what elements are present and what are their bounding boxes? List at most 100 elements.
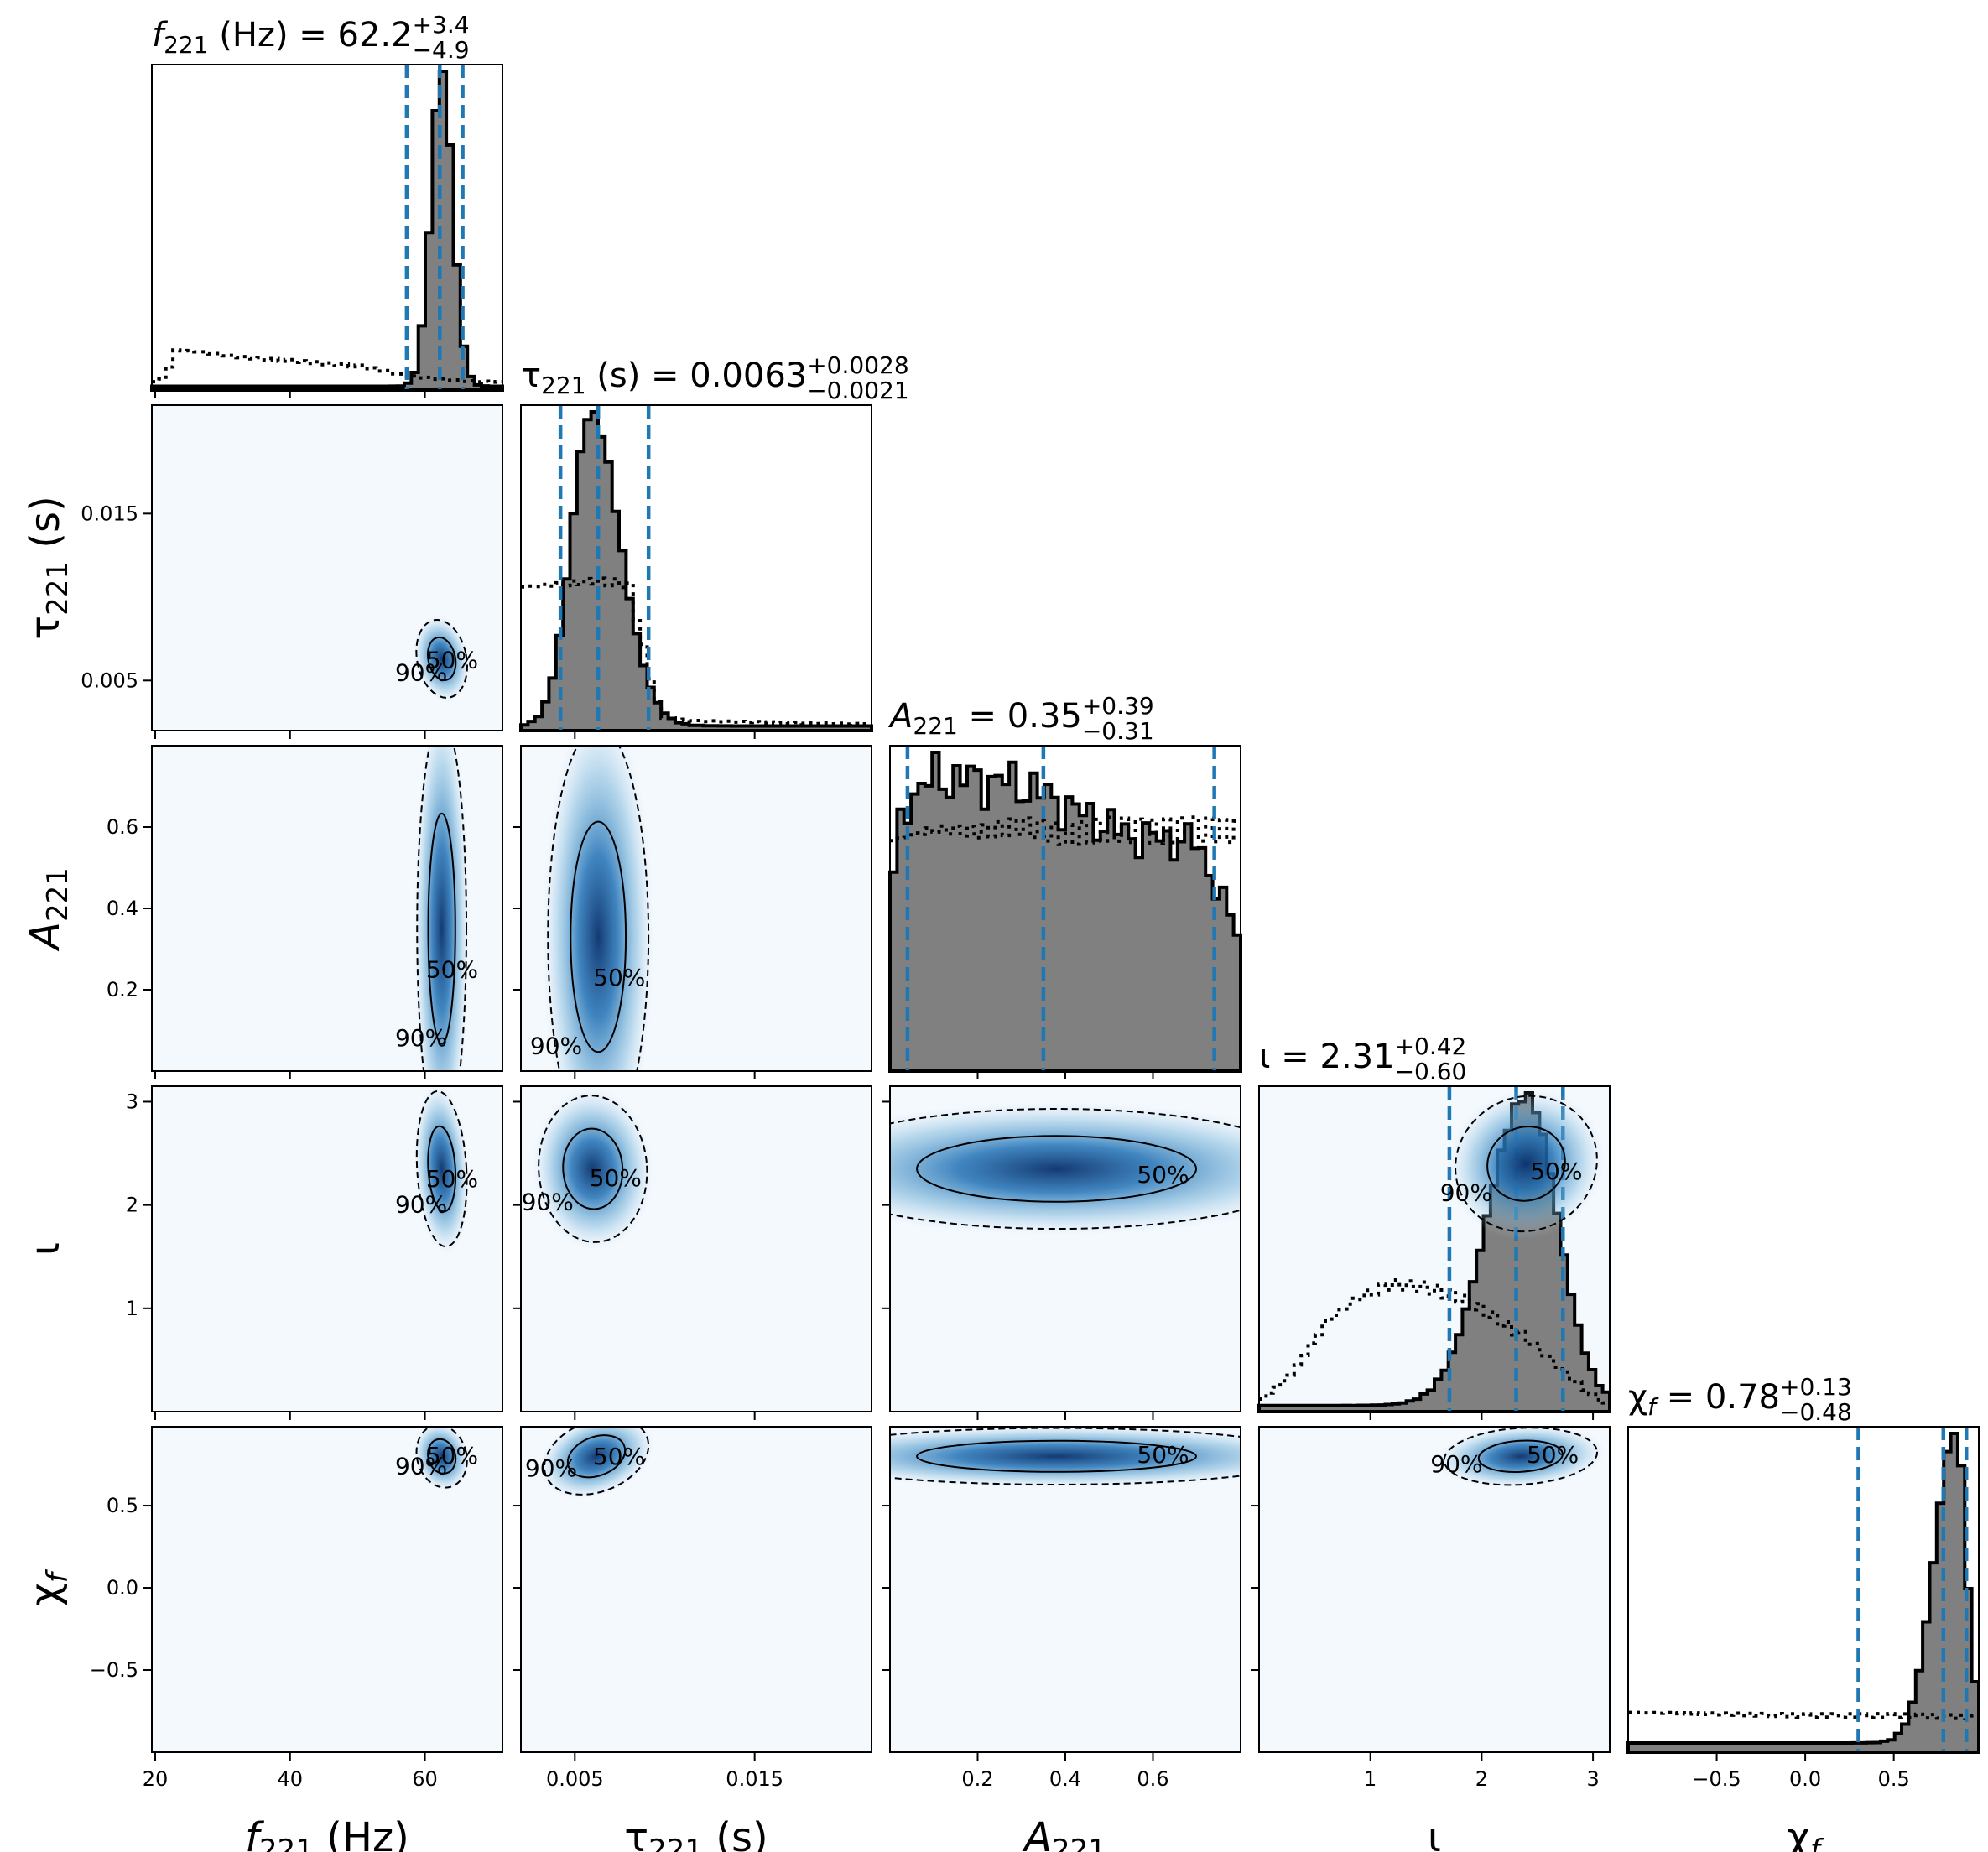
- contour-90: [538, 1095, 648, 1243]
- hist-title-minus-1: −0.0021: [807, 377, 908, 404]
- density-group: 50% 90%: [1430, 1427, 1606, 1489]
- contour-90: [890, 1427, 1241, 1485]
- x-tick-label: 0.015: [726, 1767, 783, 1791]
- hist-panel-frame: [151, 64, 503, 391]
- contour-90: [890, 1108, 1241, 1230]
- y-axis-label-2: A221: [22, 867, 75, 952]
- density-blob: [1435, 1427, 1606, 1489]
- y-axis-label-1: τ221 (s): [22, 496, 75, 640]
- contour-label-50: 50%: [426, 646, 478, 674]
- prior-histogram-4: [1628, 1710, 1979, 1720]
- density-group: 50%90%: [395, 1086, 478, 1256]
- hist-panel-frame: [1627, 1426, 1980, 1753]
- density-group: 50%90%: [395, 1427, 478, 1491]
- contour-90: [1443, 1427, 1598, 1486]
- y-tick-label: −0.5: [90, 1658, 138, 1682]
- contour-label-90: 90%: [1430, 1450, 1482, 1478]
- contour-90: [415, 1427, 468, 1489]
- density-panel-frame: [1258, 1085, 1611, 1412]
- hist-title-1: τ221 (s) = 0.0063+0.0028: [521, 351, 909, 399]
- density-blob: [1447, 1088, 1605, 1240]
- contour-label-90: 90%: [395, 1024, 447, 1052]
- x-tick-label: 3: [1586, 1767, 1599, 1791]
- y-tick-label: 0.015: [81, 502, 138, 525]
- contour-50: [1477, 1439, 1564, 1473]
- y-axis-label-4: χf: [22, 1568, 75, 1606]
- contour-90: [416, 746, 468, 1071]
- contour-label-90: 90%: [525, 1454, 577, 1482]
- contour-label-90: 90%: [395, 1190, 447, 1218]
- contour-label-90: 90%: [1440, 1179, 1492, 1207]
- x-tick-label: −0.5: [1692, 1767, 1741, 1791]
- contour-90: [1455, 1095, 1598, 1233]
- y-tick-label: 0.6: [107, 815, 138, 839]
- contour-label-90: 90%: [530, 1033, 582, 1060]
- density-blob: [532, 1087, 653, 1251]
- prior-histogram-1: [521, 576, 872, 726]
- x-tick-label: 40: [278, 1767, 304, 1791]
- x-axis-label-2: A221: [1022, 1814, 1106, 1852]
- y-tick-label: 0.4: [107, 897, 138, 920]
- contour-label-50: 50%: [1530, 1158, 1582, 1185]
- density-panel-frame: [520, 1085, 872, 1412]
- density-blob: [413, 615, 471, 703]
- density-blob: [890, 1427, 1241, 1488]
- hist-title-minus-4: −0.48: [1780, 1398, 1852, 1426]
- hist-title-minus-0: −4.9: [413, 36, 470, 64]
- density-blob: [414, 1427, 471, 1491]
- x-tick-label: 20: [143, 1767, 169, 1791]
- hist-title-minus-2: −0.31: [1082, 717, 1154, 745]
- hist-title-0: f221 (Hz) = 62.2+3.4: [152, 11, 470, 59]
- density-panel-frame: [1258, 1426, 1611, 1753]
- y-tick-label: 0.2: [107, 978, 138, 1001]
- x-tick-label: 0.4: [1049, 1767, 1081, 1791]
- hist-title-4: χf = 0.78+0.13: [1628, 1373, 1852, 1421]
- density-group: 50%90%: [395, 746, 478, 1071]
- density-group: 50%90%: [890, 1101, 1241, 1236]
- contour-label-90: 90%: [522, 1188, 574, 1215]
- y-tick-label: 1: [126, 1297, 138, 1320]
- y-tick-label: 0.0: [107, 1576, 138, 1600]
- density-panel-frame: [151, 404, 503, 731]
- density-group: 50%90%: [890, 1427, 1241, 1488]
- contour-label-50: 50%: [426, 1442, 478, 1470]
- contour-label-50: 50%: [426, 1165, 478, 1193]
- x-axis-label-4: χf: [1787, 1814, 1824, 1852]
- y-axis-label-3: ι: [22, 1242, 69, 1256]
- density-panel-frame: [520, 1426, 872, 1753]
- y-tick-label: 3: [126, 1090, 138, 1113]
- x-axis-label-1: τ221 (s): [624, 1814, 768, 1852]
- contour-50: [427, 812, 456, 1045]
- y-tick-label: 2: [126, 1194, 138, 1217]
- x-tick-label: 0.005: [546, 1767, 604, 1791]
- contour-90: [415, 1090, 468, 1248]
- contour-label-50: 50%: [1137, 1441, 1189, 1469]
- contour-90: [543, 1427, 650, 1496]
- contour-90: [547, 746, 650, 1071]
- contour-50: [427, 1438, 457, 1475]
- contour-50: [427, 636, 457, 681]
- density-panel-frame: [151, 1426, 503, 1753]
- hist-title-3: ι = 2.31+0.42: [1259, 1033, 1466, 1076]
- x-axis-label-3: ι: [1428, 1814, 1441, 1852]
- contour-label-90: 90%: [395, 1452, 447, 1480]
- density-panel-frame: [151, 1085, 503, 1412]
- contour-label-90: 90%: [395, 659, 447, 687]
- y-tick-label: 0.005: [81, 668, 138, 692]
- contour-50: [570, 820, 627, 1053]
- contour-90: [415, 618, 468, 699]
- x-tick-label: 0.2: [961, 1767, 993, 1791]
- prior-histogram-2: [890, 815, 1241, 846]
- prior-histogram-0: [152, 348, 502, 384]
- contour-label-50: 50%: [593, 964, 645, 991]
- contour-label-50: 50%: [1527, 1441, 1579, 1469]
- prior-histogram-3: [1259, 1278, 1610, 1405]
- x-axis-label-0: f221 (Hz): [245, 1814, 409, 1852]
- contour-50: [566, 1434, 627, 1479]
- density-blob: [538, 1427, 655, 1500]
- density-group: 50% 90%: [1440, 1088, 1605, 1240]
- contour-50: [562, 1127, 624, 1210]
- hist-title-minus-3: −0.60: [1395, 1058, 1467, 1085]
- density-blob: [542, 746, 655, 1071]
